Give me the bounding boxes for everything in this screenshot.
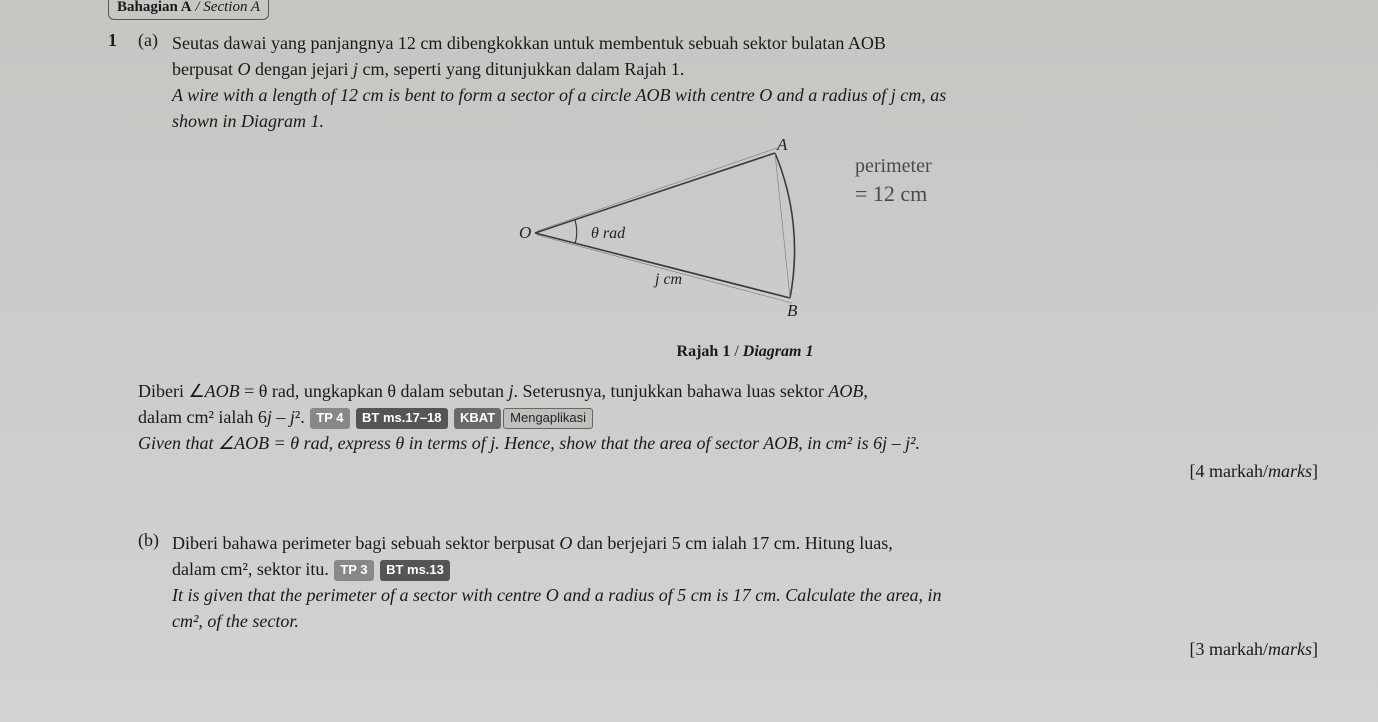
part-a-label: (a) (138, 30, 158, 51)
text: Diberi ∠ (138, 381, 205, 401)
caption-sep: / (730, 343, 742, 360)
tag-tp3: TP 3 (334, 560, 373, 581)
tag-bt2: BT ms.13 (380, 560, 450, 581)
text: dalam cm² ialah 6 (138, 407, 267, 427)
caption-italic: Diagram 1 (743, 343, 814, 360)
label-theta: θ rad (591, 225, 626, 242)
section-header-bold: Bahagian A (117, 0, 192, 15)
part-a-body: Seutas dawai yang panjangnya 12 cm diben… (172, 30, 1318, 484)
text: Seutas dawai yang panjangnya 12 cm diben… (172, 33, 886, 53)
tag-mengaplikasi: Mengaplikasi (503, 408, 593, 429)
text: . Seterusnya, tunjukkan bahawa luas sekt… (513, 381, 828, 401)
text: dengan jejari (250, 59, 352, 79)
part-a-below1: Diberi ∠AOB = θ rad, ungkapkan θ dalam s… (138, 378, 1318, 404)
handwriting-12cm: = 12 cm (855, 178, 927, 210)
tag-tp4: TP 4 (310, 408, 349, 429)
text: Diberi bahawa perimeter bagi sebuah sekt… (172, 533, 559, 553)
part-a-en2: shown in Diagram 1. (172, 108, 1318, 134)
section-header: Bahagian A / Section A (108, 0, 269, 20)
part-a-marks: [4 markah/marks] (138, 458, 1318, 484)
part-b-ms2: dalam cm², sektor itu. TP 3 BT ms.13 (172, 556, 1318, 582)
label-A: A (776, 138, 788, 154)
part-b-en1: It is given that the perimeter of a sect… (172, 582, 1318, 608)
var-aob: AOB (205, 381, 240, 401)
part-b-body: Diberi bahawa perimeter bagi sebuah sekt… (172, 530, 1318, 662)
section-header-sep: / (192, 0, 204, 15)
diagram-caption: Rajah 1 / Diagram 1 (172, 340, 1318, 363)
part-b-ms1: Diberi bahawa perimeter bagi sebuah sekt… (172, 530, 1318, 556)
diagram-1: O A B θ rad j cm perimeter = 12 cm (425, 138, 1065, 338)
text: cm, seperti yang ditunjukkan dalam Rajah… (358, 59, 684, 79)
part-a-en1: A wire with a length of 12 cm is bent to… (172, 82, 1318, 108)
var-O: O (559, 533, 572, 553)
part-b-en2: cm², of the sector. (172, 608, 1318, 634)
exam-page: Bahagian A / Section A 1 (a) Seutas dawa… (0, 0, 1378, 722)
question-number: 1 (108, 30, 117, 51)
tag-kbat: KBAT (454, 408, 501, 429)
text: dalam cm², sektor itu. (172, 559, 333, 579)
var-aob2: AOB (828, 381, 863, 401)
part-a-en-below: Given that ∠AOB = θ rad, express θ in te… (138, 430, 1318, 456)
text: , (863, 381, 868, 401)
part-a-below2: dalam cm² ialah 6j – j². TP 4 BT ms.17–1… (138, 404, 1318, 430)
caption-bold: Rajah 1 (677, 343, 731, 360)
label-B: B (787, 301, 798, 318)
text: – (272, 407, 290, 427)
text: = θ rad, ungkapkan θ dalam sebutan (240, 381, 509, 401)
label-j: j cm (653, 271, 682, 288)
tag-bt1: BT ms.17–18 (356, 408, 448, 429)
text: . (300, 407, 309, 427)
var-O: O (237, 59, 250, 79)
part-a: (a) Seutas dawai yang panjangnya 12 cm d… (138, 30, 1318, 484)
label-O: O (519, 223, 531, 242)
handwriting-perimeter: perimeter (855, 152, 932, 181)
part-b-marks: [3 markah/marks] (172, 636, 1318, 662)
part-b: (b) Diberi bahawa perimeter bagi sebuah … (138, 530, 1318, 662)
part-a-ms2: berpusat O dengan jejari j cm, seperti y… (172, 56, 1318, 82)
part-b-label: (b) (138, 530, 159, 551)
part-a-below: Diberi ∠AOB = θ rad, ungkapkan θ dalam s… (138, 378, 1318, 484)
section-header-italic: Section A (203, 0, 260, 15)
part-a-ms1: Seutas dawai yang panjangnya 12 cm diben… (172, 30, 1318, 56)
sector-diagram-svg: O A B θ rad j cm (425, 138, 1065, 318)
text: berpusat (172, 59, 237, 79)
text: dan berjejari 5 cm ialah 17 cm. Hitung l… (572, 533, 892, 553)
